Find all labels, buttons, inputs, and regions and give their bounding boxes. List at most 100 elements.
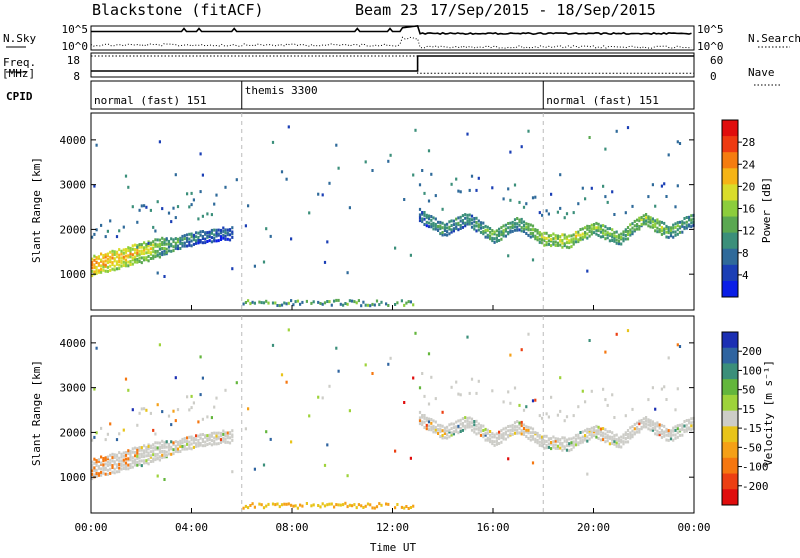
velocity-cell [183,437,186,441]
velocity-cell [348,409,351,413]
power-cell [554,236,557,240]
power-cell [649,221,652,225]
velocity-cell [545,412,548,416]
velocity-cell [604,432,607,436]
power-cell [565,241,569,245]
velocity-cell [599,427,602,431]
colorbar-swatch [722,394,738,412]
power-cell [100,270,103,274]
velocity-cell [262,506,266,510]
velocity-cell [645,416,648,419]
power-cell [613,239,616,243]
power-cell [136,257,139,261]
power-cell [271,140,275,144]
power-cell [507,226,510,230]
power-cell [378,303,381,307]
power-cell [197,217,200,221]
velocity-cell [602,434,605,438]
velocity-cell [425,427,428,431]
power-cell [663,221,666,225]
velocity-cell [561,444,564,448]
velocity-cell [525,428,528,432]
velocity-cell [111,459,114,463]
power-cell [538,211,541,215]
power-cell [143,204,146,208]
velocity-cell [186,447,189,451]
velocity-cell [118,459,121,463]
velocity-cell [113,462,116,466]
power-cell [226,237,229,241]
power-cell [335,298,338,302]
velocity-cell [461,422,464,425]
power-cell [131,205,134,209]
velocity-cell [122,458,125,462]
power-cell [174,246,177,250]
velocity-cell [106,460,109,464]
power-cell [502,234,505,238]
velocity-cell [430,421,433,425]
power-cell [287,125,290,129]
velocity-cell [208,435,211,439]
power-cell [346,271,349,275]
velocity-cell [579,431,582,434]
power-cell [430,172,433,176]
power-cell [584,197,587,201]
power-cell [167,242,171,246]
velocity-cell [100,426,103,430]
power-cell [690,218,693,222]
velocity-cell [660,435,663,439]
velocity-cell [217,442,220,446]
velocity-cell [674,425,677,429]
power-cell [152,250,155,254]
power-cell [122,264,125,267]
velocity-cell [285,380,288,384]
velocity-cell [109,471,112,475]
velocity-cell [134,460,137,464]
velocity-cell [511,432,514,436]
velocity-cell [389,356,392,360]
velocity-cell [136,454,139,458]
velocity-cell [482,433,485,437]
power-cell [545,243,548,247]
power-cell [427,221,431,225]
velocity-cell [520,420,523,424]
velocity-cell [421,372,424,375]
power-cell [131,244,134,248]
power-cell [201,237,204,240]
velocity-cell [143,459,146,463]
power-cell [219,238,223,241]
velocity-cell [479,426,483,430]
power-cell [656,218,659,222]
velocity-cell [167,414,171,418]
power-cell [118,256,121,260]
power-cell [165,247,168,251]
velocity-cell [452,432,455,436]
velocity-cell [409,506,412,509]
velocity-cell [516,428,519,432]
power-cell [364,303,367,307]
velocity-cell [507,433,510,437]
power-cell [531,196,535,200]
power-cell [437,229,440,232]
velocity-cell [93,469,96,473]
velocity-cell [667,356,670,360]
velocity-cell [563,447,566,451]
velocity-cell [590,435,593,439]
power-cell [547,234,550,238]
x-tick-label: 04:00 [175,521,208,534]
power-cell [681,230,684,234]
velocity-cell [364,504,367,508]
velocity-cell [385,502,388,506]
velocity-cell [626,329,630,333]
velocity-cell [423,414,426,417]
velocity-cell [690,424,693,428]
velocity-cell [613,442,616,446]
power-cell [97,269,100,273]
velocity-cell [106,432,109,436]
power-cell [115,260,119,264]
velocity-cell [642,423,645,427]
power-cell [604,233,607,237]
power-cell [611,239,614,242]
velocity-cell [434,428,437,432]
velocity-cell [674,408,677,412]
